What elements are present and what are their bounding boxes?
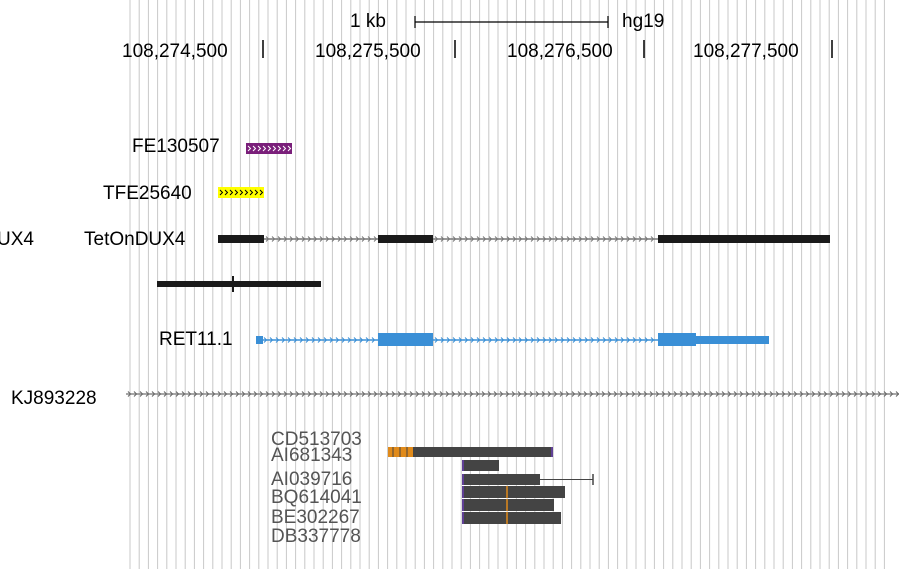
intron-arrows bbox=[263, 337, 376, 343]
exon-ret11-1 bbox=[378, 333, 433, 346]
track-label-fe130507[interactable]: FE130507 bbox=[132, 136, 220, 157]
intron-arrows bbox=[265, 236, 378, 242]
est-label[interactable]: AI039716 bbox=[271, 469, 353, 490]
position-label: 108,276,500 bbox=[507, 41, 613, 62]
est-cd513703 bbox=[388, 447, 553, 457]
est-ai039716 bbox=[462, 474, 540, 485]
est-bq614041 bbox=[462, 486, 565, 498]
est-label[interactable]: AI681343 bbox=[271, 445, 353, 466]
exon-ret11-1 bbox=[256, 336, 263, 344]
track-label-kj893228[interactable]: KJ893228 bbox=[11, 388, 97, 409]
track-label-tetondux4[interactable]: TetOnDUX4 bbox=[84, 229, 186, 250]
scale-label: 1 kb bbox=[350, 11, 386, 32]
est-ai681343 bbox=[462, 460, 499, 471]
est-db337778 bbox=[462, 512, 561, 524]
exon-tetondux4 bbox=[218, 235, 264, 243]
est-label[interactable]: DB337778 bbox=[271, 526, 361, 547]
feature-tfe25640 bbox=[218, 187, 264, 198]
assembly-label: hg19 bbox=[622, 11, 665, 32]
position-label: 108,274,500 bbox=[122, 41, 228, 62]
exon-tetondux4 bbox=[658, 235, 830, 243]
position-label: 108,275,500 bbox=[315, 41, 421, 62]
feature-strand-arrows bbox=[247, 145, 292, 152]
intron-arrows bbox=[434, 236, 655, 242]
est-label[interactable]: BE302267 bbox=[271, 507, 360, 528]
exon-ret11-1 bbox=[658, 333, 696, 346]
track-label-tfe25640[interactable]: TFE25640 bbox=[103, 183, 192, 204]
feature-unlabeled bbox=[157, 281, 321, 287]
feature-strand-arrows bbox=[219, 189, 264, 196]
exon-tetondux4 bbox=[378, 235, 433, 243]
est-label[interactable]: CD513703 bbox=[271, 429, 362, 450]
feature-strand-arrows bbox=[127, 391, 899, 397]
track-label-ret11-1[interactable]: RET11.1 bbox=[159, 329, 233, 350]
exon-ret11-1 bbox=[696, 336, 769, 344]
track-label-truncated[interactable]: UX4 bbox=[0, 229, 34, 250]
position-label: 108,277,500 bbox=[693, 41, 799, 62]
est-be302267 bbox=[462, 499, 554, 511]
feature-fe130507 bbox=[246, 143, 292, 154]
est-label[interactable]: BQ614041 bbox=[271, 487, 362, 508]
intron-arrows bbox=[434, 337, 655, 343]
